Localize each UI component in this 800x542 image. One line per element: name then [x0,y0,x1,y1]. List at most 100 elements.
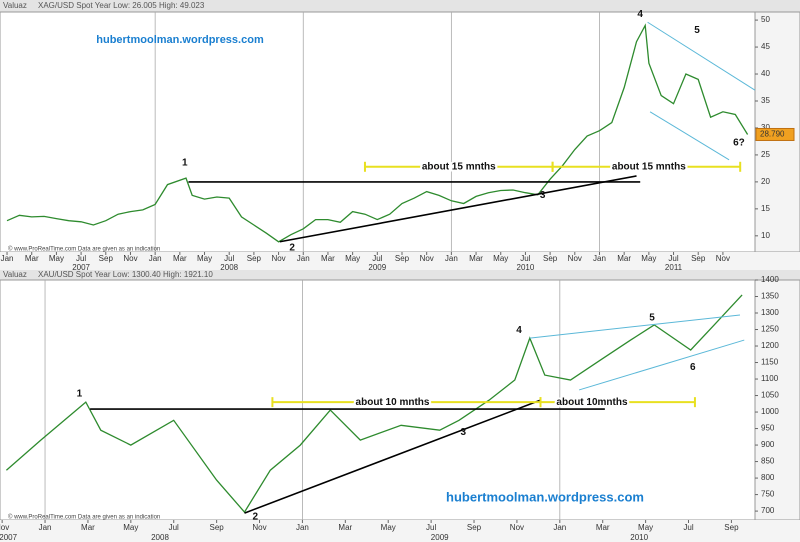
last-value-label: 28.790 [760,130,785,139]
y-tick-label: 30 [761,123,770,132]
y-tick-label: 1000 [761,407,779,416]
x-tick-label: May [197,254,212,263]
plot-area [0,11,756,253]
year-label: 2009 [431,533,449,542]
x-tick-label: Jul [683,523,693,532]
year-label: 2007 [0,533,18,542]
y-tick-label: 900 [761,440,775,449]
x-tick-label: Mar [25,254,39,263]
x-tick-label: Jan [593,254,606,263]
x-tick-label: Nov [0,523,9,532]
trend-line [529,314,741,339]
y-tick-label: 1400 [761,275,779,284]
y-tick-label: 45 [761,42,770,51]
x-tick-label: Jul [520,254,530,263]
trend-line [649,111,730,161]
year-label: 2011 [665,263,683,272]
header-band [0,270,800,280]
x-tick-label: May [638,523,653,532]
y-tick-label: 950 [761,424,775,433]
x-tick-label: Nov [271,254,285,263]
x-tick-label: May [49,254,64,263]
wave-label: 1 [77,389,83,400]
y-tick-label: 1300 [761,308,779,317]
x-tick-label: Sep [467,523,482,532]
x-tick-label: Jan [149,254,162,263]
x-tick-label: Sep [395,254,410,263]
year-label: 2007 [72,263,90,272]
y-tick-label: 700 [761,506,775,515]
x-tick-label: Sep [247,254,262,263]
x-tick-label: Mar [596,523,610,532]
footer-note: © www.ProRealTime.com Data are given as … [8,246,160,253]
x-tick-label: Nov [510,523,524,532]
y-tick-label: 10 [761,231,770,240]
wave-label: 1 [182,158,188,169]
trend-line [279,175,637,243]
chart-header: Valuaz [3,270,27,279]
x-tick-label: Mar [338,523,352,532]
y-tick-label: 1250 [761,325,779,334]
wave-label: 3 [540,190,546,201]
y-tick-label: 1350 [761,292,779,301]
x-tick-label: Jan [553,523,566,532]
x-tick-label: May [493,254,508,263]
watermark: hubertmoolman.wordpress.com [446,489,644,504]
year-label: 2009 [368,263,386,272]
x-tick-label: Nov [123,254,137,263]
x-tick-label: Mar [81,523,95,532]
x-tick-label: Nov [716,254,730,263]
x-tick-label: Jul [426,523,436,532]
y-tick-label: 1100 [761,374,779,383]
y-tick-label: 800 [761,473,775,482]
wave-label: 6? [733,138,745,149]
y-tick-label: 15 [761,204,770,213]
price-line [6,23,749,243]
trend-line [244,399,541,514]
y-tick-label: 1200 [761,341,779,350]
wave-label: 4 [516,325,522,336]
span-label: about 10 mnths [356,397,430,408]
x-tick-label: Jul [224,254,234,263]
x-tick-label: Jul [76,254,86,263]
x-tick-label: Jul [668,254,678,263]
x-tick-label: Jul [169,523,179,532]
x-tick-label: Jan [445,254,458,263]
wave-label: 2 [252,512,258,523]
x-tick-label: Sep [99,254,114,263]
x-tick-label: Mar [173,254,187,263]
wave-label: 4 [637,9,643,20]
span-label: about 15 mnths [612,161,686,172]
y-tick-label: 20 [761,177,770,186]
x-tick-label: Jan [297,254,310,263]
x-tick-label: Nov [568,254,582,263]
trend-line [647,21,756,91]
x-tick-label: Jan [39,523,52,532]
y-tick-label: 25 [761,150,770,159]
y-tick-label: 850 [761,457,775,466]
x-tick-label: May [641,254,656,263]
plot-area [0,279,756,521]
wave-label: 5 [649,313,655,324]
span-label: about 10mnths [556,397,628,408]
y-tick-label: 750 [761,490,775,499]
y-tick-label: 35 [761,96,770,105]
y-tick-label: 50 [761,15,770,24]
x-axis-band [0,520,800,542]
last-value-box [755,127,795,141]
x-tick-label: Sep [543,254,558,263]
x-tick-label: May [381,523,396,532]
year-label: 2010 [517,263,535,272]
x-tick-label: Nov [252,523,266,532]
x-tick-label: Sep [691,254,706,263]
watermark: hubertmoolman.wordpress.com [96,34,264,46]
x-tick-label: Mar [321,254,335,263]
x-tick-label: Sep [724,523,739,532]
x-tick-label: Sep [210,523,225,532]
price-line [5,294,743,514]
x-tick-label: May [123,523,138,532]
wave-label: 6 [690,362,696,373]
wave-label: 3 [461,427,467,438]
x-tick-label: Jan [1,254,14,263]
